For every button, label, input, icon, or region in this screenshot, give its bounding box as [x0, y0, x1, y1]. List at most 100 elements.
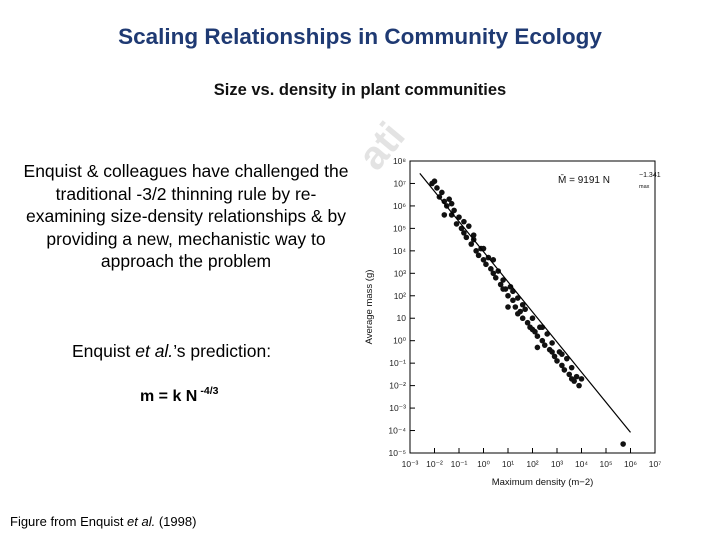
data-point	[551, 353, 558, 360]
data-point	[495, 268, 501, 274]
data-point	[497, 281, 504, 288]
figure-credit: Figure from Enquist et al. (1998)	[10, 514, 196, 529]
x-tick-label: 10⁷	[649, 459, 662, 469]
fit-line	[419, 172, 631, 433]
data-point	[470, 232, 477, 238]
data-point	[561, 367, 568, 373]
data-point	[461, 218, 467, 225]
formula-base: m = k N	[140, 388, 198, 405]
credit-prefix: Figure from Enquist	[10, 514, 128, 529]
fit-annotation-exponent: −1.341	[639, 172, 661, 179]
data-point	[441, 198, 448, 205]
data-point	[515, 295, 521, 301]
data-point	[488, 266, 494, 272]
fit-annotation: M̄ = 9191 N	[558, 173, 610, 186]
data-point	[451, 207, 457, 214]
x-tick-label: 10⁶	[624, 459, 637, 469]
data-point	[434, 185, 440, 191]
y-tick-label: 10²	[394, 291, 406, 301]
data-point	[573, 373, 580, 380]
data-point	[448, 200, 455, 207]
body-paragraph: Enquist & colleagues have challenged the…	[23, 161, 349, 271]
data-point	[483, 261, 489, 268]
data-point	[529, 315, 536, 322]
data-point	[515, 310, 521, 317]
data-point	[475, 252, 482, 259]
data-point	[507, 283, 514, 290]
y-tick-label: 10⁵	[393, 223, 406, 233]
x-tick-label: 10⁰	[477, 459, 490, 469]
data-point	[431, 178, 438, 185]
data-point	[468, 241, 475, 247]
data-point	[466, 223, 472, 229]
data-point	[492, 275, 499, 281]
data-point	[524, 319, 531, 326]
data-point	[505, 292, 511, 299]
prediction-label: Enquist et al.’s prediction:	[72, 341, 271, 362]
x-axis-label: Maximum density (m−2)	[492, 477, 594, 488]
data-point	[522, 306, 528, 313]
y-tick-label: 10⁶	[393, 201, 406, 211]
data-point	[519, 315, 526, 322]
formula-exponent: -4/3	[200, 385, 219, 397]
slide-title: Scaling Relationships in Community Ecolo…	[118, 24, 602, 49]
y-tick-label: 10⁻⁵	[389, 448, 406, 458]
size-density-scatter-plot: 10⁻³ 10⁻² 10⁻¹ 10⁰ 10¹ 10² 10³ 10⁴ 10⁵ 10⁶ 10⁷ 10⁻⁵…	[364, 156, 662, 488]
y-tick-label: 10³	[394, 268, 406, 278]
y-tick-label: 10	[397, 313, 407, 323]
x-tick-label: 10²	[526, 459, 538, 469]
x-tick-label: 10⁻²	[426, 459, 443, 469]
y-tick-label: 10⁴	[393, 246, 406, 256]
data-point	[559, 362, 565, 369]
data-point	[554, 358, 560, 364]
y-tick-label: 10⁻³	[389, 403, 406, 413]
data-point	[446, 196, 452, 202]
data-point	[480, 257, 487, 263]
x-tick-label: 10⁴	[575, 459, 588, 469]
data-point	[441, 212, 448, 218]
data-point	[453, 221, 460, 227]
y-tick-label: 10⁸	[393, 156, 406, 166]
y-tick-label: 10⁻²	[389, 381, 406, 391]
y-tick-label: 10⁻⁴	[388, 426, 406, 436]
data-point	[505, 304, 511, 310]
formula: m = k N -4/3	[140, 385, 219, 406]
data-point	[564, 355, 570, 362]
data-point	[461, 230, 467, 236]
data-point	[549, 349, 555, 355]
x-tick-label: 10⁻³	[402, 459, 419, 469]
x-tick-label: 10⁵	[600, 459, 613, 469]
data-point	[539, 337, 546, 344]
data-point	[500, 277, 506, 283]
data-point	[541, 342, 548, 348]
data-point	[456, 214, 462, 220]
prediction-etal: et al.	[135, 341, 174, 361]
data-point	[534, 344, 541, 351]
y-tick-label: 10⁷	[393, 178, 406, 188]
y-tick-label: 10⁻¹	[389, 358, 406, 368]
x-tick-label: 10⁻¹	[451, 459, 468, 469]
credit-etal: et al.	[127, 514, 156, 529]
fit-annotation-subscript: max	[639, 184, 650, 190]
data-point	[578, 376, 585, 382]
data-point	[559, 351, 565, 357]
data-point	[500, 286, 506, 292]
data-point	[519, 301, 526, 308]
data-point	[463, 234, 470, 241]
prediction-prefix: Enquist	[72, 341, 136, 361]
data-point	[576, 382, 582, 389]
credit-suffix: (1998)	[155, 514, 197, 529]
data-point	[512, 304, 519, 310]
data-point	[534, 333, 541, 339]
data-point	[566, 371, 573, 378]
y-axis-label: Average mass (g)	[364, 270, 375, 345]
data-point	[568, 364, 575, 371]
data-point	[620, 441, 626, 447]
slide-subtitle: Size vs. density in plant communities	[213, 81, 507, 99]
data-point	[549, 340, 555, 346]
prediction-suffix: ’s prediction:	[173, 341, 272, 361]
x-tick-label: 10¹	[502, 459, 514, 469]
data-point	[529, 326, 536, 333]
data-point	[568, 376, 575, 382]
data-point	[510, 297, 516, 304]
